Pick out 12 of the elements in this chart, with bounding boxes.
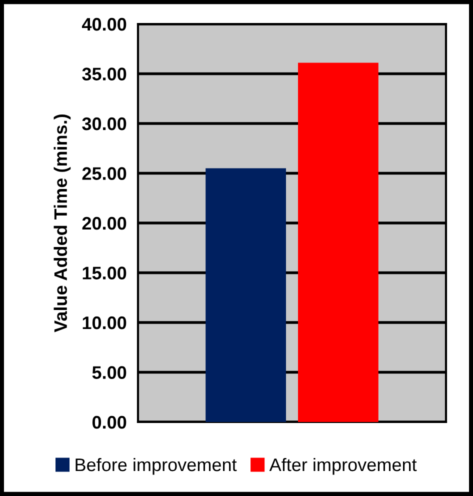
y-tick-label: 40.00 <box>82 18 126 31</box>
y-tick-label: 0.00 <box>92 416 126 429</box>
y-tick-label: 20.00 <box>82 216 126 230</box>
y-tick-label: 15.00 <box>82 266 126 280</box>
y-tick-label: 5.00 <box>92 366 126 379</box>
legend-label: After improvement <box>269 458 417 475</box>
y-tick-label: 30.00 <box>82 117 126 130</box>
y-axis-title: Value Added Time (mins.) <box>54 114 71 332</box>
y-tick-label: 35.00 <box>82 68 126 80</box>
legend-label: Before improvement <box>76 458 237 475</box>
y-tick-label: 25.00 <box>82 167 126 180</box>
y-tick-label: 10.00 <box>82 316 126 330</box>
